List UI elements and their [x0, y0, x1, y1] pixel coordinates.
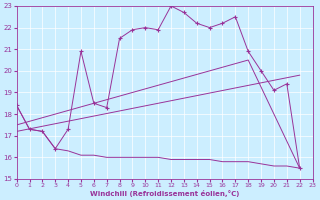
X-axis label: Windchill (Refroidissement éolien,°C): Windchill (Refroidissement éolien,°C): [90, 190, 239, 197]
